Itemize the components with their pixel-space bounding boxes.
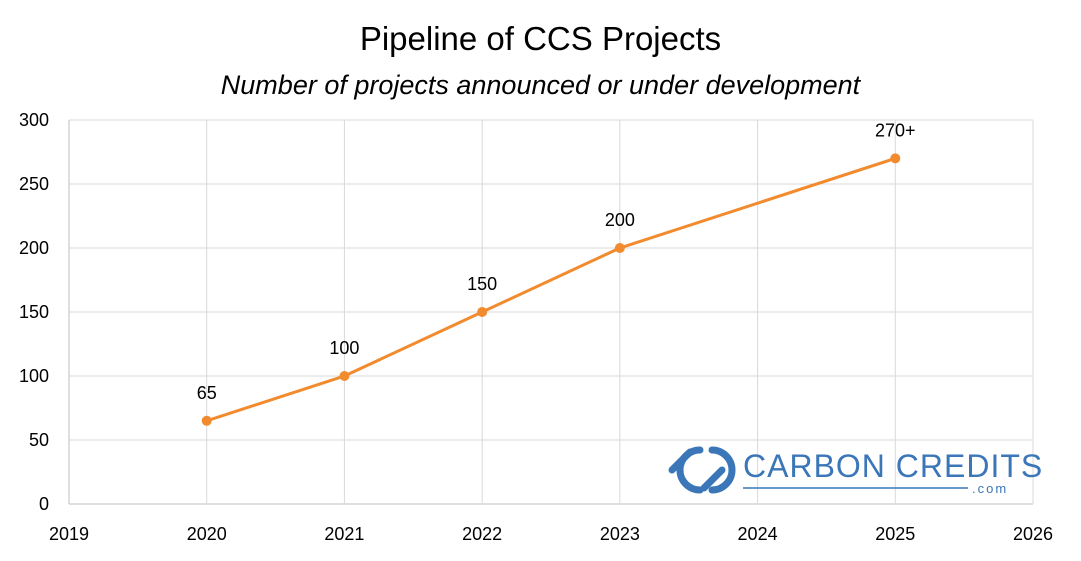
logo-domain: .com [972, 481, 1008, 496]
data-label: 65 [197, 383, 217, 403]
y-tick-label: 100 [19, 366, 49, 386]
data-label: 100 [329, 338, 359, 358]
data-label: 270+ [875, 120, 916, 140]
x-tick-label: 2020 [187, 524, 227, 544]
y-tick-label: 50 [29, 430, 49, 450]
data-point [614, 243, 625, 253]
data-point [477, 307, 488, 317]
data-label: 200 [605, 210, 635, 230]
grid-lines [68, 119, 1034, 505]
data-point [201, 415, 212, 426]
chart-subtitle: Number of projects announced or under de… [220, 70, 861, 100]
x-tick-label: 2025 [875, 524, 915, 544]
data-point [890, 153, 901, 164]
logo-name: CARBON CREDITS [743, 448, 1043, 484]
x-tick-label: 2019 [49, 524, 89, 544]
data-point [339, 371, 350, 381]
y-tick-label: 200 [19, 238, 49, 258]
x-tick-label: 2026 [1013, 524, 1053, 544]
x-tick-label: 2024 [738, 524, 778, 544]
y-tick-label: 250 [19, 174, 49, 194]
carbon-credits-logo: CARBON CREDITS .com [668, 446, 1043, 496]
series-line [206, 156, 896, 423]
series-layer: 65 100 150 200 270+ [197, 120, 916, 426]
chart-title: Pipeline of CCS Projects [359, 20, 722, 57]
y-tick-label: 300 [19, 110, 49, 130]
y-tick-label: 0 [39, 494, 49, 514]
axis-tick-labels: 0 50 100 150 200 250 300 2019 2020 2021 2022 2023 20… [19, 110, 1053, 544]
x-tick-label: 2021 [324, 524, 364, 544]
x-tick-label: 2023 [600, 524, 640, 544]
y-tick-label: 150 [19, 302, 49, 322]
logo-link-icon [668, 446, 736, 494]
data-label: 150 [467, 274, 497, 294]
x-tick-label: 2022 [462, 524, 502, 544]
